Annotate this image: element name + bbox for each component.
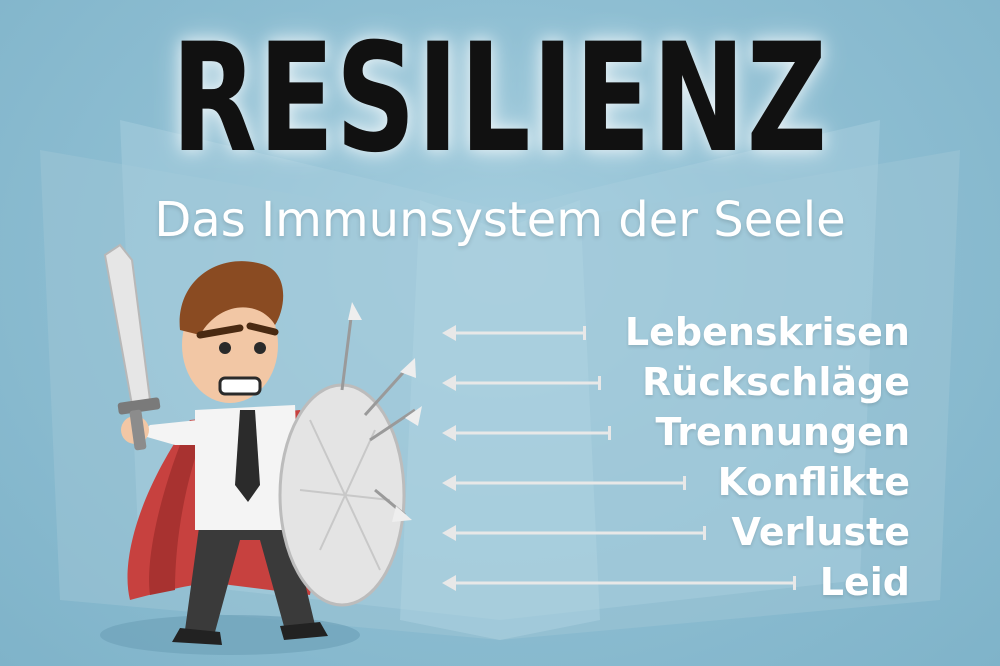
- stressor-row: Rückschläge: [440, 358, 910, 406]
- arrow-left-icon: [442, 375, 601, 391]
- hero-illustration: [100, 243, 422, 655]
- legs: [185, 520, 315, 632]
- stressor-label: Verluste: [731, 510, 910, 554]
- page-title: RESILIENZ: [171, 12, 829, 186]
- arrow-left-icon: [442, 325, 586, 341]
- sword-icon: [103, 243, 161, 451]
- stressor-row: Lebenskrisen: [440, 308, 910, 356]
- arrow-left-icon: [442, 425, 611, 441]
- arrow-left-icon: [442, 575, 796, 591]
- arrow-left-icon: [442, 475, 686, 491]
- arrow-left-icon: [442, 525, 706, 541]
- head: [179, 261, 284, 403]
- stressor-label: Trennungen: [655, 410, 911, 454]
- shield-icon: [278, 302, 422, 607]
- stressor-label: Konflikte: [717, 460, 910, 504]
- tie: [235, 410, 260, 502]
- stressor-label: Leid: [819, 560, 910, 604]
- stressor-row: Leid: [440, 558, 910, 606]
- stressor-label: Rückschläge: [642, 360, 910, 404]
- sword-arm: [140, 420, 205, 445]
- stressor-row: Konflikte: [440, 458, 910, 506]
- stressor-row: Verluste: [440, 508, 910, 556]
- stressor-label: Lebenskrisen: [624, 310, 910, 354]
- page-subtitle: Das Immunsystem der Seele: [154, 192, 846, 248]
- stressor-row: Trennungen: [440, 408, 910, 456]
